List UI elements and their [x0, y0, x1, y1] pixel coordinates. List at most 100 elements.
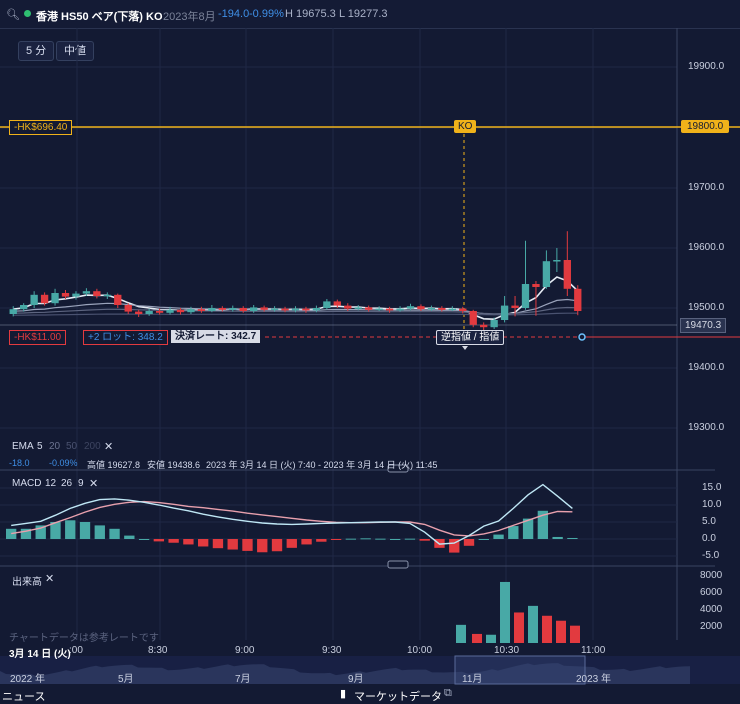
time-tick: 10:00	[407, 645, 433, 656]
candle	[291, 306, 300, 313]
candle	[135, 309, 143, 317]
overview-tick: 2023 年	[576, 674, 612, 685]
overview-pane[interactable]	[0, 655, 740, 685]
candle	[333, 299, 341, 308]
macd-pane	[0, 483, 677, 557]
volume-bar	[542, 615, 552, 643]
time-tick: 11:00	[581, 645, 606, 656]
macd-bar	[168, 539, 179, 543]
candle	[281, 306, 289, 313]
macd-bar	[478, 539, 489, 540]
macd-bar	[286, 539, 297, 548]
close-icon[interactable]: ✕	[89, 478, 99, 490]
ema-period-50[interactable]: 50	[66, 441, 78, 452]
position-pl-label: -HK$11.00	[9, 330, 67, 345]
candle	[511, 296, 519, 317]
ema-range: 2023 年 3月 14 日 (火) 7:40 - 2023 年 3月 14 日…	[206, 460, 438, 470]
macd-bar	[198, 539, 209, 547]
candle	[51, 288, 59, 306]
macd-signal-line	[11, 500, 573, 537]
price-type-button[interactable]: 中値	[56, 41, 94, 61]
candle	[490, 317, 498, 329]
volume-bar	[528, 605, 538, 643]
macd-bar	[65, 520, 76, 539]
header-high: H 19675.3	[285, 8, 336, 20]
macd-tick: -5.0	[702, 550, 720, 561]
candle	[114, 293, 122, 308]
search-icon[interactable]: 🔍︎	[6, 9, 20, 21]
candle	[61, 290, 70, 299]
candle	[93, 288, 101, 299]
candle	[260, 305, 268, 312]
ema-period-20[interactable]: 20	[49, 441, 61, 452]
time-axis-date: 3月 14 日 (火)	[9, 649, 71, 660]
candle	[344, 303, 352, 311]
ema-low: 安値 19438.6	[147, 460, 201, 470]
settlement-rate-label: 決済レート: 342.7	[171, 330, 261, 343]
market-status-icon	[24, 10, 31, 17]
volume-bar	[456, 624, 466, 643]
macd-bar	[522, 518, 534, 539]
macd-bar	[20, 528, 32, 539]
candle	[500, 296, 509, 323]
macd-tick: 5.0	[702, 516, 716, 527]
candle	[218, 306, 226, 312]
macd-bar	[124, 535, 135, 539]
time-tick: 10:30	[494, 645, 520, 656]
macd-bar	[345, 538, 357, 540]
ema-change-pct: -0.09%	[49, 458, 78, 468]
interval-button[interactable]: 5 分	[18, 41, 55, 61]
candle	[480, 322, 488, 331]
volume-bar	[570, 625, 580, 643]
candle	[532, 281, 540, 316]
candle	[103, 292, 111, 299]
macd-bar	[79, 522, 91, 539]
price-tick: 19300.0	[688, 422, 725, 433]
time-tick: 9:30	[322, 645, 342, 656]
candle	[563, 231, 571, 296]
macd-bar	[301, 539, 312, 545]
volume-title: 出来高	[12, 577, 42, 588]
macd-bar	[242, 539, 253, 551]
macd-tick: 0.0	[702, 533, 716, 544]
candle	[312, 305, 321, 313]
candle	[155, 308, 164, 315]
price-tick: 19700.0	[688, 182, 725, 193]
volume-bar	[514, 612, 524, 643]
macd-param-fast: 12	[45, 478, 57, 489]
candle	[406, 303, 415, 311]
chart-footnote: チャートデータは参考レートです	[9, 633, 159, 644]
candle	[208, 305, 216, 313]
position-lots-label[interactable]: +2 ロット: 348.2	[83, 330, 168, 345]
ema-lines	[13, 276, 579, 321]
overview-tick: 2022 年	[10, 674, 46, 685]
close-icon[interactable]: ✕	[104, 441, 114, 453]
news-tab[interactable]: ニュース	[2, 691, 46, 703]
candle	[417, 304, 425, 311]
volume-tick: 6000	[700, 587, 723, 598]
macd-bar	[404, 538, 416, 540]
market-data-tab[interactable]: マーケットデータ	[354, 691, 442, 703]
candle	[229, 305, 237, 312]
volume-tick: 8000	[700, 570, 723, 581]
close-icon[interactable]: ✕	[45, 573, 55, 585]
volume-pane	[456, 581, 580, 643]
ema-period-200[interactable]: 200	[84, 441, 101, 452]
stop-limit-button[interactable]: 逆指値 / 指値	[436, 330, 505, 345]
instrument-name[interactable]: 香港 HS50 ベア(下落) KO	[36, 11, 163, 23]
ema-period-5[interactable]: 5	[37, 441, 43, 452]
candle	[574, 285, 582, 316]
ko-marker[interactable]: KO	[454, 120, 477, 133]
macd-bar	[537, 510, 549, 539]
macd-param-signal: 9	[78, 478, 84, 489]
candle	[365, 305, 373, 312]
external-link-icon[interactable]: ⧉	[444, 687, 452, 699]
time-tick: 8:30	[148, 645, 168, 656]
macd-title: MACD	[12, 478, 42, 489]
overview-selection-handle[interactable]	[454, 655, 586, 685]
candle	[521, 240, 530, 310]
candle	[448, 306, 456, 311]
candle	[250, 305, 258, 313]
candle	[9, 306, 17, 317]
